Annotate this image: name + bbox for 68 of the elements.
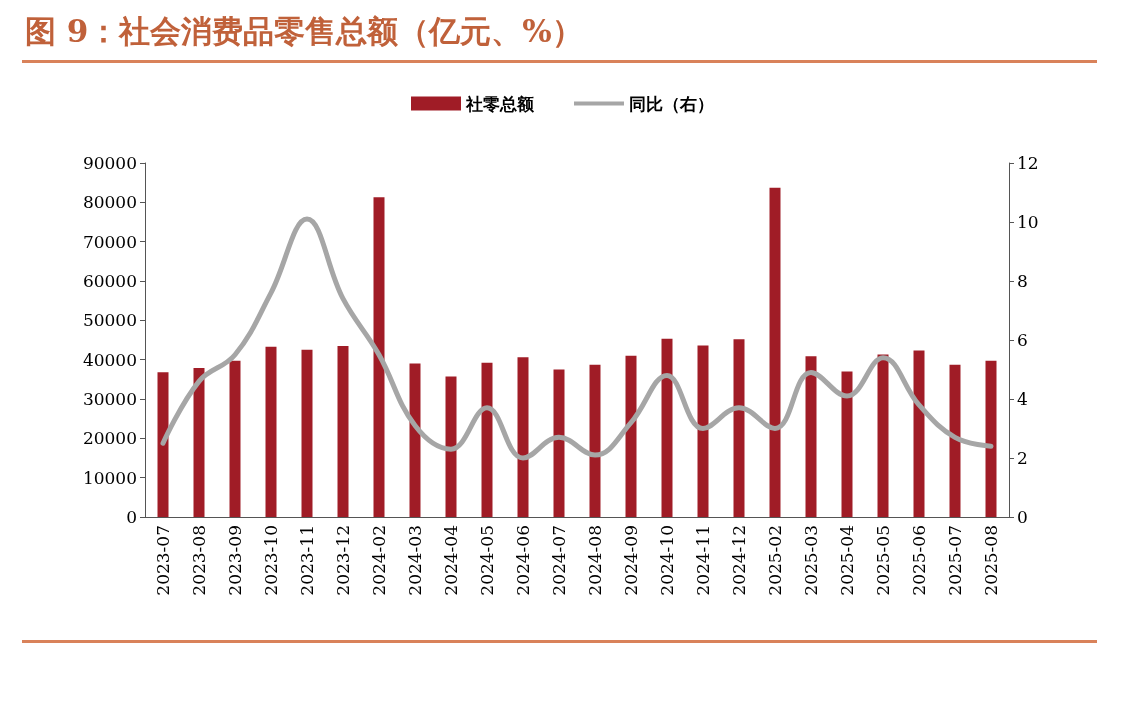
x-tick-label: 2024-11 [693, 525, 713, 596]
y-tick-label: 80000 [82, 192, 137, 213]
x-tick-label: 2024-06 [513, 525, 533, 596]
bar [517, 357, 529, 517]
y-tick-label: 30000 [82, 389, 137, 409]
bar [697, 345, 709, 517]
x-tick-label: 2023-08 [189, 525, 209, 596]
legend-label: 同比（右） [629, 93, 714, 114]
bar [445, 376, 457, 517]
x-tick-label: 2025-05 [873, 525, 893, 596]
bar [229, 360, 241, 517]
bar [805, 356, 817, 517]
y-tick-label: 20000 [82, 428, 137, 449]
x-tick-label: 2024-09 [621, 525, 641, 596]
y-tick-label: 10000 [82, 467, 137, 488]
chart-title: 图 9：社会消费品零售总额（亿元、%） [25, 12, 583, 49]
y2-tick-label: 0 [1017, 507, 1028, 527]
x-tick-label: 2024-12 [729, 525, 749, 596]
y-tick-label: 0 [126, 507, 137, 527]
bar [841, 371, 853, 517]
x-tick-label: 2024-02 [369, 525, 389, 596]
x-tick-label: 2025-04 [837, 525, 857, 596]
y-tick-label: 60000 [82, 271, 137, 291]
y-tick-label: 70000 [82, 231, 137, 252]
y2-tick-label: 8 [1017, 271, 1028, 291]
x-tick-label: 2023-12 [333, 525, 353, 596]
bar [877, 354, 889, 517]
bar [265, 346, 277, 517]
y2-tick-label: 12 [1017, 153, 1039, 173]
bar [985, 360, 997, 517]
x-tick-label: 2023-10 [261, 525, 281, 596]
x-tick-label: 2024-10 [657, 525, 677, 596]
bar [769, 187, 781, 517]
bar [337, 345, 349, 517]
bar [949, 364, 961, 517]
x-tick-label: 2025-07 [945, 525, 965, 596]
bar [301, 349, 313, 517]
y2-tick-label: 2 [1017, 448, 1028, 468]
y-tick-label: 50000 [82, 310, 137, 331]
x-tick-label: 2024-04 [441, 525, 461, 596]
x-tick-label: 2024-08 [585, 525, 605, 596]
bar [553, 369, 565, 517]
x-tick-label: 2025-06 [909, 525, 929, 596]
x-tick-label: 2024-07 [549, 525, 569, 596]
bar [193, 367, 205, 517]
bar [625, 355, 637, 517]
bar [661, 338, 673, 517]
y-tick-label: 40000 [82, 349, 137, 370]
legend-label: 社零总额 [465, 93, 535, 114]
x-tick-label: 2025-08 [981, 525, 1001, 596]
bar [589, 364, 601, 517]
x-tick-label: 2024-05 [477, 525, 497, 596]
bar [913, 350, 925, 517]
y2-tick-label: 4 [1017, 389, 1028, 409]
y-tick-label: 90000 [82, 153, 137, 173]
y2-tick-label: 6 [1017, 330, 1028, 350]
x-tick-label: 2024-03 [405, 525, 425, 596]
x-tick-label: 2025-02 [765, 525, 785, 596]
x-tick-label: 2023-07 [153, 525, 173, 596]
x-tick-label: 2025-03 [801, 525, 821, 596]
bar [733, 339, 745, 517]
bar [481, 362, 493, 517]
x-tick-label: 2023-11 [297, 525, 317, 596]
bar [409, 363, 421, 517]
x-tick-label: 2023-09 [225, 525, 245, 596]
bar [373, 197, 385, 517]
y2-tick-label: 10 [1017, 212, 1039, 232]
bar [157, 372, 169, 517]
